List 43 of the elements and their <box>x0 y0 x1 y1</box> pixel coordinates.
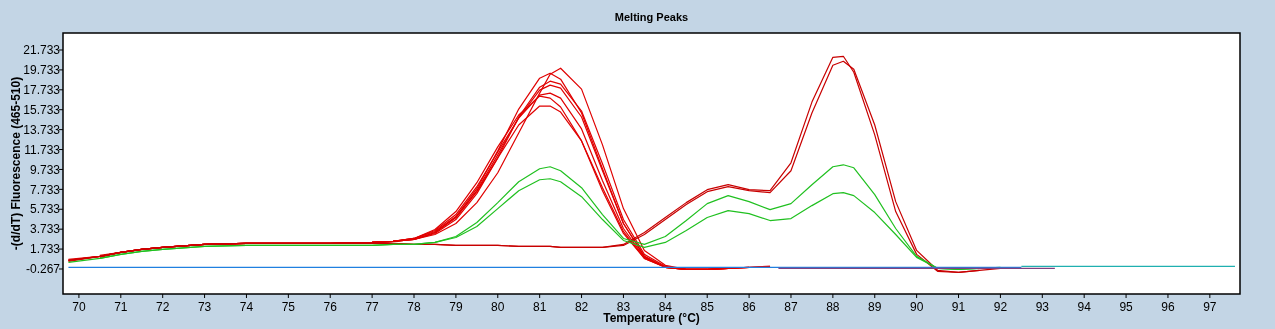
x-tick-label: 75 <box>281 300 296 314</box>
x-tick-label: 81 <box>532 300 547 314</box>
chart-title: Melting Peaks <box>614 11 689 23</box>
x-tick-label: 82 <box>574 300 589 314</box>
x-tick-label: 88 <box>826 300 840 314</box>
x-axis-title: Temperature (°C) <box>603 311 700 325</box>
x-tick-label: 96 <box>1161 300 1175 314</box>
x-tick-label: 92 <box>993 300 1008 314</box>
x-tick-label: 72 <box>156 300 170 314</box>
x-tick-label: 71 <box>114 300 128 314</box>
x-tick-label: 90 <box>909 300 924 314</box>
y-tick-label: 11.733 <box>24 142 61 157</box>
x-tick-label: 70 <box>72 300 86 314</box>
y-tick-label: -0.267 <box>25 262 61 277</box>
x-tick-label: 74 <box>239 300 254 314</box>
x-tick-label: 95 <box>1119 300 1134 314</box>
y-tick-label: 9.733 <box>29 162 61 177</box>
y-tick-label: 1.733 <box>29 242 61 257</box>
x-tick-label: 78 <box>407 300 421 314</box>
y-tick-label: 17.733 <box>23 83 61 98</box>
x-tick-label: 79 <box>449 300 463 314</box>
x-tick-label: 77 <box>365 300 380 314</box>
x-tick-label: 86 <box>742 300 757 314</box>
x-tick-label: 73 <box>197 300 212 314</box>
x-tick-label: 83 <box>616 300 631 314</box>
y-tick-label: 3.733 <box>29 222 61 237</box>
x-tick-label: 94 <box>1077 300 1092 314</box>
x-tick-label: 93 <box>1035 300 1050 314</box>
x-tick-label: 89 <box>868 300 882 314</box>
y-tick-label: 7.733 <box>29 182 61 197</box>
y-tick-label: 21.733 <box>23 43 61 58</box>
y-axis-title: -(d/dT) Fluorescence (465-510) <box>9 76 23 251</box>
y-tick-label: 15.733 <box>23 102 61 117</box>
x-tick-label: 80 <box>491 300 505 314</box>
x-tick-label: 85 <box>700 300 715 314</box>
x-tick-label: 76 <box>323 300 338 314</box>
x-tick-label: 91 <box>951 300 966 314</box>
y-tick-label: 19.733 <box>23 63 61 78</box>
x-tick-label: 87 <box>784 300 798 314</box>
x-tick-label: 84 <box>658 300 673 314</box>
x-tick-label: 97 <box>1203 300 1217 314</box>
y-tick-label: 13.733 <box>23 122 61 137</box>
y-tick-label: 5.733 <box>29 202 61 217</box>
